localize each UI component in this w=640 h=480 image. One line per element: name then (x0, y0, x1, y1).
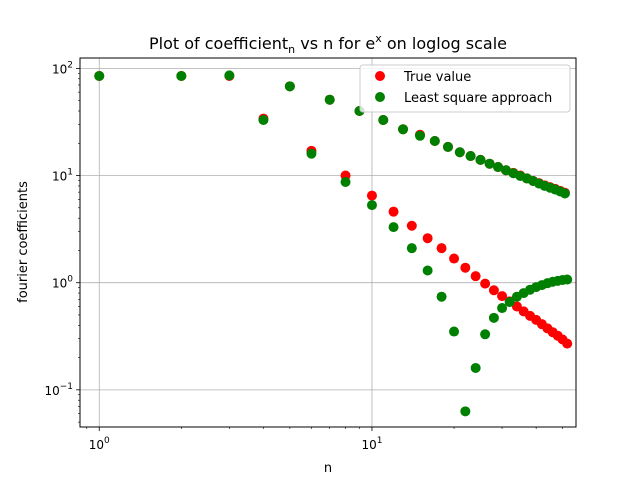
series-1-point (388, 222, 399, 233)
series-0-point (488, 285, 499, 296)
legend-marker-least-square (375, 92, 385, 102)
data-points (94, 70, 573, 417)
series-0-point (449, 253, 460, 264)
series-1-point (378, 114, 389, 125)
series-0-point (497, 291, 508, 302)
series-0-point (460, 262, 471, 273)
tick-labels: 100 101 10−1 100 101 102 (44, 60, 382, 452)
series-0-point (422, 233, 433, 244)
chart-title-sup: x (375, 32, 382, 45)
series-1-point (94, 70, 105, 81)
series-1-point (465, 151, 476, 162)
y-tick-label: 10−1 (44, 382, 73, 398)
y-tick-label: 100 (52, 275, 73, 291)
legend-marker-true-value (375, 71, 385, 81)
plot-frame (79, 57, 577, 428)
series-1-point (449, 326, 460, 337)
series-0-point (388, 206, 399, 217)
series-1-point (422, 265, 433, 276)
series-1-point (436, 291, 447, 302)
y-axis-label: fourier coefficients (16, 181, 31, 303)
chart-title-main: Plot of coefficient (149, 34, 288, 53)
series-1-point (176, 70, 187, 81)
series-1-point (484, 158, 495, 169)
series-0-point (436, 243, 447, 254)
series-1-point (406, 243, 417, 254)
series-1-point (284, 81, 295, 92)
series-1-point (414, 130, 425, 141)
series-1-point (475, 154, 486, 165)
axes (76, 57, 577, 431)
series-0-point (406, 220, 417, 231)
series-1-point (480, 329, 491, 340)
series-1-point (559, 188, 570, 199)
series-1-point (504, 297, 515, 308)
series-0-point (480, 278, 491, 289)
series-1-point (340, 177, 351, 188)
series-1-point (454, 147, 465, 158)
chart-title-mid: vs n for e (295, 34, 375, 53)
series-0-point (470, 271, 481, 282)
series-1-point (497, 303, 508, 314)
series-1-point (470, 362, 481, 373)
series-1-point (324, 94, 335, 105)
series-1-point (306, 148, 317, 159)
chart-title-end: on loglog scale (382, 34, 507, 53)
y-tick-label: 101 (52, 168, 73, 184)
series-1-point (442, 141, 453, 152)
legend-box (359, 64, 571, 113)
x-tick-label: 101 (361, 436, 382, 452)
x-axis-label: n (324, 461, 332, 476)
series-1-point (562, 274, 573, 285)
series-1-point (493, 162, 504, 173)
chart-title: Plot of coefficientn vs n for ex on logl… (149, 32, 507, 56)
series-0-point (562, 338, 573, 349)
series-1-point (429, 136, 440, 147)
series-1-point (460, 406, 471, 417)
series-1-point (398, 124, 409, 135)
series-1-point (258, 114, 269, 125)
x-tick-label: 100 (89, 436, 110, 452)
y-tick-label: 102 (52, 60, 73, 76)
legend-label-true-value: True value (403, 70, 471, 85)
series-0-point (366, 190, 377, 201)
chart-title-sub: n (288, 43, 295, 56)
legend: True value Least square approach (359, 64, 571, 113)
series-1-point (366, 200, 377, 211)
series-1-point (224, 70, 235, 81)
legend-label-least-square: Least square approach (404, 91, 552, 106)
series-1-point (488, 312, 499, 323)
